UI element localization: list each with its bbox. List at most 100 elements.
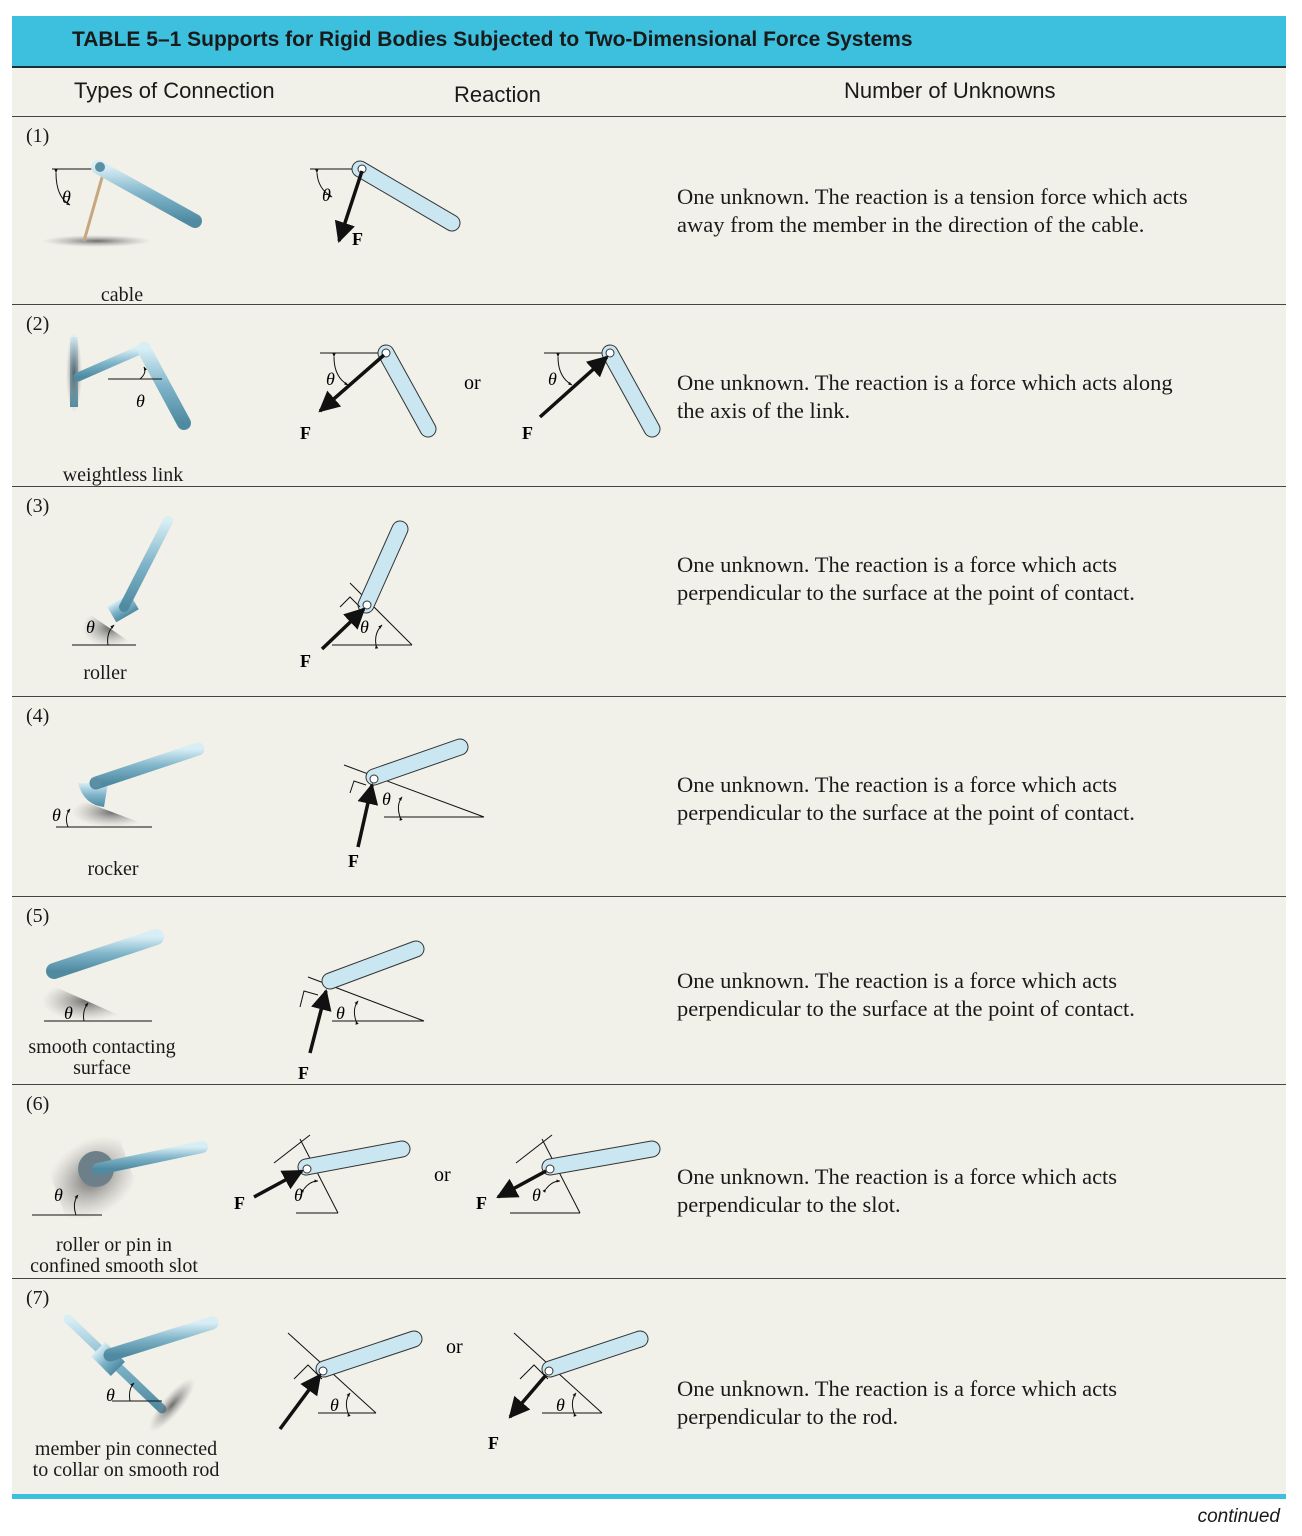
theta-label: θ [62,187,71,207]
theta-label: θ [294,1185,303,1205]
row-description: One unknown. The reaction is a force whi… [677,1163,1277,1219]
row-description: One unknown. The reaction is a force whi… [677,369,1277,425]
rocker-figures: θ θ F [52,738,485,871]
support-caption: roller or pin in confined smooth slot [14,1235,214,1277]
theta-label: θ [52,805,61,825]
theta-label: θ [360,617,369,637]
collar-reaction-illustration-a: θ [278,1330,423,1431]
smooth-surface-support-illustration: θ [42,929,164,1023]
link-support-illustration: θ [66,333,191,430]
desc-line-2: perpendicular to the surface at the poin… [677,580,1135,605]
force-label: F [298,1063,309,1083]
support-caption: smooth contacting surface [14,1037,190,1079]
table-row-weightless-link: (2) θ θ F or [12,304,1286,487]
link-reaction-illustration-b: θ F [522,344,661,443]
table-row-rocker: (4) θ θ F [12,696,1286,897]
table-row-collar-rod: (7) θ θ or [12,1278,1286,1493]
force-label: F [522,423,533,443]
cable-support-illustration: θ [42,160,202,247]
row-description: One unknown. The reaction is a tension f… [677,183,1277,239]
title-bar: TABLE 5–1 Supports for Rigid Bodies Subj… [12,16,1286,68]
force-label: F [300,423,311,443]
rocker-support-illustration: θ [52,742,205,828]
caption-line-2: confined smooth slot [30,1255,198,1277]
row-description: One unknown. The reaction is a force whi… [677,551,1277,607]
theta-label: θ [556,1395,565,1415]
table-title: TABLE 5–1 Supports for Rigid Bodies Subj… [72,28,913,51]
theta-label: θ [54,1185,63,1205]
desc-line-1: One unknown. The reaction is a force whi… [677,968,1118,993]
row-number: (5) [26,905,50,927]
desc-line-1: One unknown. The reaction is a force whi… [677,1164,1118,1189]
collar-rod-figures: θ θ or [63,1314,649,1453]
caption-line-1: smooth contacting [28,1036,176,1058]
or-label: or [464,372,481,394]
desc-line-2: away from the member in the direction of… [677,212,1145,237]
support-caption: cable [100,284,144,306]
slot-reaction-illustration-b: θ F [476,1134,661,1214]
row-number: (7) [26,1287,50,1309]
or-label: or [446,1336,463,1358]
row-description: One unknown. The reaction is a force whi… [677,771,1277,827]
theta-label: θ [106,1385,115,1405]
force-label: F [352,229,363,249]
desc-line-2: perpendicular to the surface at the poin… [677,996,1135,1021]
rocker-reaction-illustration: θ F [343,738,485,871]
desc-line-2: perpendicular to the rod. [677,1404,899,1429]
collar-support-illustration: θ [63,1314,219,1432]
cable-reaction-illustration: θ F [310,160,461,249]
table-row-confined-slot: (6) θ θ F or [12,1084,1286,1279]
table-sheet: TABLE 5–1 Supports for Rigid Bodies Subj… [12,16,1286,1496]
table-row-cable: (1) θ θ F cable [12,116,1286,306]
caption-line-1: member pin connected [34,1438,218,1460]
row-number: (4) [26,705,50,727]
force-label: F [234,1193,245,1213]
theta-label: θ [532,1185,541,1205]
caption-line-2: surface [73,1057,131,1079]
slot-support-illustration: θ [32,1118,208,1237]
support-caption: roller [83,662,127,684]
row-number: (1) [26,125,50,147]
header-unknowns: Number of Unknowns [844,78,1056,103]
roller-reaction-illustration: θ F [300,520,413,671]
roller-support-illustration: θ [72,516,173,647]
theta-label: θ [136,391,145,411]
theta-label: θ [330,1395,339,1415]
force-label: F [348,851,359,871]
caption-line-2: to collar on smooth rod [32,1459,220,1481]
header-reaction: Reaction [454,82,541,107]
theta-label: θ [382,789,391,809]
or-label: or [434,1164,451,1186]
header-connection: Types of Connection [74,78,275,103]
desc-line-2: perpendicular to the surface at the poin… [677,800,1135,825]
theta-label: θ [322,185,331,205]
theta-label: θ [86,617,95,637]
row-description: One unknown. The reaction is a force whi… [677,967,1277,1023]
desc-line-2: perpendicular to the slot. [677,1192,901,1217]
row-number: (6) [26,1093,50,1115]
desc-line-1: One unknown. The reaction is a force whi… [677,772,1118,797]
table-row-roller: (3) θ θ F roller [12,486,1286,697]
desc-line-1: One unknown. The reaction is a force whi… [677,370,1173,395]
link-reaction-illustration-a: θ F [300,344,437,443]
support-caption: member pin connected to collar on smooth… [14,1439,238,1481]
confined-slot-figures: θ θ F or [32,1118,661,1237]
table-row-smooth-surface: (5) θ θ F smooth contacting [12,896,1286,1085]
smooth-surface-figures: θ θ F [42,929,425,1083]
row-description: One unknown. The reaction is a force whi… [677,1375,1277,1431]
row-number: (2) [26,313,50,335]
desc-line-1: One unknown. The reaction is a tension f… [677,184,1188,209]
desc-line-2: the axis of the link. [677,398,851,423]
support-caption: rocker [87,858,139,880]
row-number: (3) [26,495,50,517]
smooth-surface-reaction-illustration: θ F [298,940,425,1083]
theta-label: θ [548,369,557,389]
support-caption: weightless link [62,464,184,486]
theta-label: θ [326,369,335,389]
bottom-rule [12,1494,1286,1499]
force-label: F [488,1433,499,1453]
caption-line-1: roller or pin in [55,1234,173,1256]
theta-label: θ [64,1003,73,1023]
theta-label: θ [336,1003,345,1023]
roller-figures: θ θ F [72,516,413,671]
